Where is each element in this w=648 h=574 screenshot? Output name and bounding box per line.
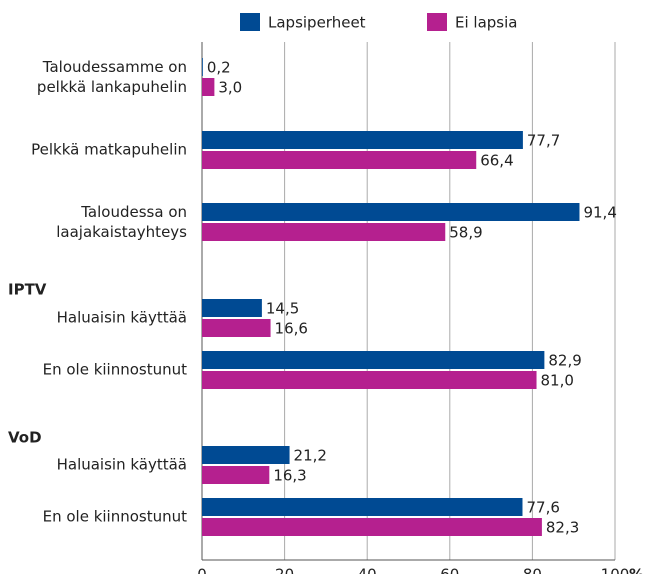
y-tick-label: Haluaisin käyttää xyxy=(57,456,187,474)
bar xyxy=(202,351,545,369)
value-label: 58,9 xyxy=(449,224,482,242)
legend-label: Lapsiperheet xyxy=(268,14,366,32)
bar xyxy=(202,78,215,96)
value-label: 0,2 xyxy=(207,59,231,77)
bar xyxy=(202,319,271,337)
x-axis-label: % xyxy=(629,566,644,574)
value-label: 77,6 xyxy=(526,499,559,517)
x-tick-label: 0 xyxy=(197,566,207,574)
bar xyxy=(202,223,446,241)
bar xyxy=(202,299,262,317)
bar xyxy=(202,466,270,484)
x-tick-label: 80 xyxy=(523,566,542,574)
bar xyxy=(202,203,580,221)
bar xyxy=(202,518,542,536)
x-tick-label: 100 xyxy=(601,566,630,574)
value-label: 82,9 xyxy=(548,352,581,370)
value-label: 82,3 xyxy=(546,519,579,537)
value-label: 77,7 xyxy=(527,132,560,150)
value-label: 14,5 xyxy=(266,300,299,318)
group-header: VoD xyxy=(8,429,42,447)
bar xyxy=(202,131,523,149)
y-tick-label: En ole kiinnostunut xyxy=(43,361,188,379)
group-header: IPTV xyxy=(8,281,47,299)
value-label: 16,3 xyxy=(273,467,306,485)
y-tick-label: Taloudessa on laajakaistayhteys xyxy=(56,203,187,241)
y-tick-label: Pelkkä matkapuhelin xyxy=(31,141,187,159)
x-tick-label: 60 xyxy=(440,566,459,574)
value-label: 91,4 xyxy=(583,204,616,222)
value-label: 81,0 xyxy=(541,372,574,390)
y-tick-label: Haluaisin käyttää xyxy=(57,309,187,327)
legend-swatch xyxy=(240,13,260,31)
value-label: 3,0 xyxy=(218,79,242,97)
value-label: 16,6 xyxy=(275,320,308,338)
value-label: 21,2 xyxy=(294,447,327,465)
bar xyxy=(202,446,290,464)
bar xyxy=(202,371,537,389)
legend-swatch xyxy=(427,13,447,31)
x-tick-label: 40 xyxy=(358,566,377,574)
bar xyxy=(202,498,523,516)
y-tick-label: Taloudessamme on pelkkä lankapuhelin xyxy=(37,58,187,96)
bar xyxy=(202,58,203,76)
x-tick-label: 20 xyxy=(275,566,294,574)
value-label: 66,4 xyxy=(480,152,513,170)
bar xyxy=(202,151,477,169)
y-tick-label: En ole kiinnostunut xyxy=(43,508,188,526)
legend-label: Ei lapsia xyxy=(455,14,517,32)
